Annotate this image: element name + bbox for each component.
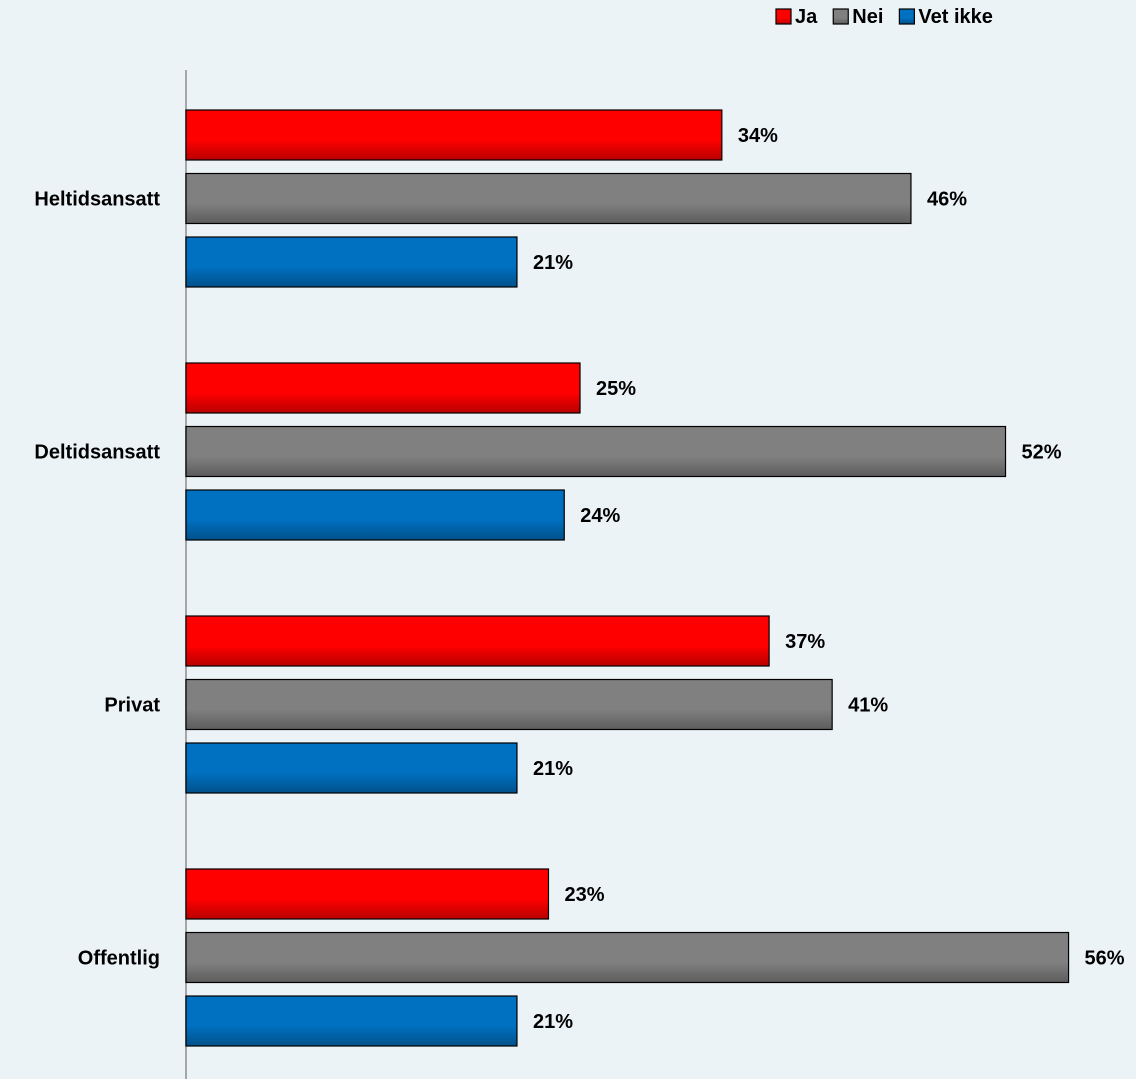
plot-area: 34% 46% 21% Heltidsansatt 25% 52% 24% Deltidsan… bbox=[34, 70, 1125, 1079]
data-label-offentlig-vet-ikke: 21% bbox=[533, 1011, 573, 1033]
category-label-offentlig: Offentlig bbox=[78, 948, 160, 970]
bar-deltidsansatt-ja bbox=[185, 362, 581, 414]
data-label-privat-nei: 41% bbox=[848, 695, 888, 717]
data-label-privat-vet-ikke: 21% bbox=[533, 758, 573, 780]
legend-item-nei: Nei bbox=[832, 6, 883, 28]
bar-offentlig-ja bbox=[185, 868, 550, 920]
bar-deltidsansatt-vet-ikke bbox=[185, 489, 565, 541]
data-label-offentlig-ja: 23% bbox=[564, 884, 604, 906]
bar-group-deltidsansatt: 25% 52% 24% bbox=[185, 362, 1062, 541]
data-label-deltidsansatt-vet-ikke: 24% bbox=[580, 505, 620, 527]
legend-swatch-vet-ikke bbox=[898, 8, 915, 25]
data-label-heltidsansatt-ja: 34% bbox=[738, 125, 778, 147]
bar-heltidsansatt-vet-ikke bbox=[185, 236, 518, 288]
category-label-privat: Privat bbox=[104, 695, 160, 717]
bar-deltidsansatt-nei bbox=[185, 425, 1007, 478]
data-label-deltidsansatt-nei: 52% bbox=[1022, 442, 1062, 464]
legend-swatch-ja bbox=[775, 8, 792, 25]
legend-swatch-nei bbox=[832, 8, 849, 25]
data-label-privat-ja: 37% bbox=[785, 631, 825, 653]
data-label-heltidsansatt-vet-ikke: 21% bbox=[533, 252, 573, 274]
bar-offentlig-nei bbox=[185, 931, 1070, 984]
bar-group-heltidsansatt: 34% 46% 21% bbox=[185, 109, 967, 288]
bar-group-privat: 37% 41% 21% bbox=[185, 615, 888, 794]
bar-privat-ja bbox=[185, 615, 770, 667]
data-label-offentlig-nei: 56% bbox=[1085, 948, 1125, 970]
legend-item-vet-ikke: Vet ikke bbox=[898, 6, 993, 28]
legend-label-nei: Nei bbox=[852, 6, 883, 28]
data-label-deltidsansatt-ja: 25% bbox=[596, 378, 636, 400]
bar-offentlig-vet-ikke bbox=[185, 995, 518, 1047]
legend-label-vet-ikke: Vet ikke bbox=[918, 6, 993, 28]
legend-label-ja: Ja bbox=[795, 6, 818, 28]
category-label-heltidsansatt: Heltidsansatt bbox=[34, 189, 160, 211]
bar-group-offentlig: 23% 56% 21% bbox=[185, 868, 1125, 1047]
bar-privat-vet-ikke bbox=[185, 742, 518, 794]
data-label-heltidsansatt-nei: 46% bbox=[927, 189, 967, 211]
bar-heltidsansatt-nei bbox=[185, 172, 912, 225]
bar-heltidsansatt-ja bbox=[185, 109, 723, 161]
category-label-deltidsansatt: Deltidsansatt bbox=[34, 442, 160, 464]
bar-privat-nei bbox=[185, 678, 833, 731]
legend: Ja Nei Vet ikke bbox=[775, 6, 993, 28]
legend-item-ja: Ja bbox=[775, 6, 818, 28]
